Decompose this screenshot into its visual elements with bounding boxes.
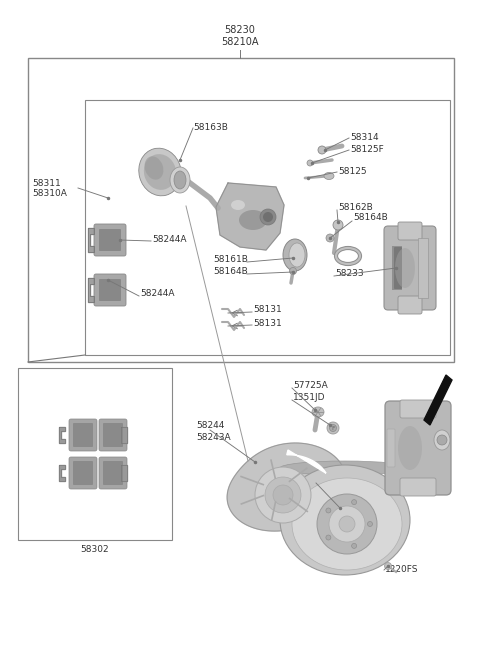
Polygon shape [216,183,284,250]
Circle shape [437,435,447,445]
Ellipse shape [139,148,181,195]
Circle shape [384,562,392,569]
Polygon shape [59,465,65,481]
Ellipse shape [398,426,422,470]
Polygon shape [424,375,452,425]
Bar [392,246,402,290]
Circle shape [317,494,377,554]
Circle shape [352,543,357,548]
Circle shape [329,424,336,432]
Text: 58411B: 58411B [310,476,345,485]
Polygon shape [121,427,127,443]
FancyBboxPatch shape [73,461,93,485]
Ellipse shape [395,248,415,288]
Circle shape [329,506,365,542]
Ellipse shape [231,200,245,210]
FancyBboxPatch shape [398,296,422,314]
FancyBboxPatch shape [385,401,451,495]
Ellipse shape [144,156,163,180]
Text: 58311: 58311 [32,178,61,188]
Text: 58243A: 58243A [196,432,230,441]
FancyBboxPatch shape [400,478,436,496]
FancyBboxPatch shape [69,419,97,451]
Polygon shape [88,278,94,302]
Circle shape [326,234,334,242]
Circle shape [327,422,339,434]
Bar [18,368,172,540]
Text: 58131: 58131 [253,306,282,314]
FancyBboxPatch shape [99,229,121,251]
Polygon shape [227,443,347,531]
FancyBboxPatch shape [400,400,436,418]
Text: 58163B: 58163B [193,123,228,133]
Polygon shape [287,450,326,473]
Ellipse shape [312,407,324,417]
Text: 58162B: 58162B [338,203,373,211]
Text: 58310A: 58310A [32,190,67,199]
FancyBboxPatch shape [398,222,422,240]
FancyBboxPatch shape [394,247,402,289]
Ellipse shape [292,478,402,570]
Text: 1220FS: 1220FS [385,565,419,575]
Text: 58244A: 58244A [152,234,187,243]
Text: 58233: 58233 [335,270,364,279]
Circle shape [265,477,301,513]
Text: 1351JD: 1351JD [293,394,325,403]
FancyBboxPatch shape [103,423,123,447]
Circle shape [326,535,331,540]
Ellipse shape [283,239,307,271]
Polygon shape [88,228,94,252]
Bar [418,238,428,298]
Text: 58161B: 58161B [213,255,248,264]
FancyBboxPatch shape [103,461,123,485]
Polygon shape [59,427,65,443]
Circle shape [352,500,357,504]
Text: 58230: 58230 [225,25,255,35]
Ellipse shape [239,210,267,230]
Circle shape [307,160,313,166]
FancyBboxPatch shape [99,419,127,451]
Circle shape [260,209,276,225]
Bar [85,100,450,355]
FancyBboxPatch shape [99,457,127,489]
Ellipse shape [280,465,410,575]
Polygon shape [121,465,127,481]
Ellipse shape [280,461,410,475]
Ellipse shape [170,167,190,193]
Bar [28,58,454,362]
Text: 58125: 58125 [338,167,367,176]
Text: F: F [331,426,335,430]
FancyBboxPatch shape [384,226,436,310]
FancyBboxPatch shape [387,429,395,467]
FancyBboxPatch shape [69,457,97,489]
Ellipse shape [174,171,186,189]
Circle shape [263,212,273,222]
Ellipse shape [144,154,176,190]
Circle shape [326,508,331,513]
FancyBboxPatch shape [73,423,93,447]
FancyBboxPatch shape [99,279,121,301]
Circle shape [289,268,297,274]
Text: 58164B: 58164B [213,268,248,276]
FancyBboxPatch shape [94,274,126,306]
Text: 58125F: 58125F [350,146,384,155]
Text: 58302: 58302 [81,546,109,554]
Ellipse shape [289,243,305,267]
Circle shape [368,522,372,527]
Text: 58164B: 58164B [353,213,388,222]
Circle shape [273,485,293,505]
Ellipse shape [324,173,334,180]
Text: 58314: 58314 [350,134,379,142]
Circle shape [255,467,311,523]
Circle shape [339,516,355,532]
Text: 58244A: 58244A [140,289,175,298]
Circle shape [318,146,326,154]
Ellipse shape [434,430,450,450]
FancyBboxPatch shape [94,224,126,256]
Circle shape [333,220,343,230]
Text: 58210A: 58210A [221,37,259,47]
Text: 58244: 58244 [196,420,224,430]
Text: 57725A: 57725A [293,382,328,390]
Text: 58131: 58131 [253,319,282,327]
